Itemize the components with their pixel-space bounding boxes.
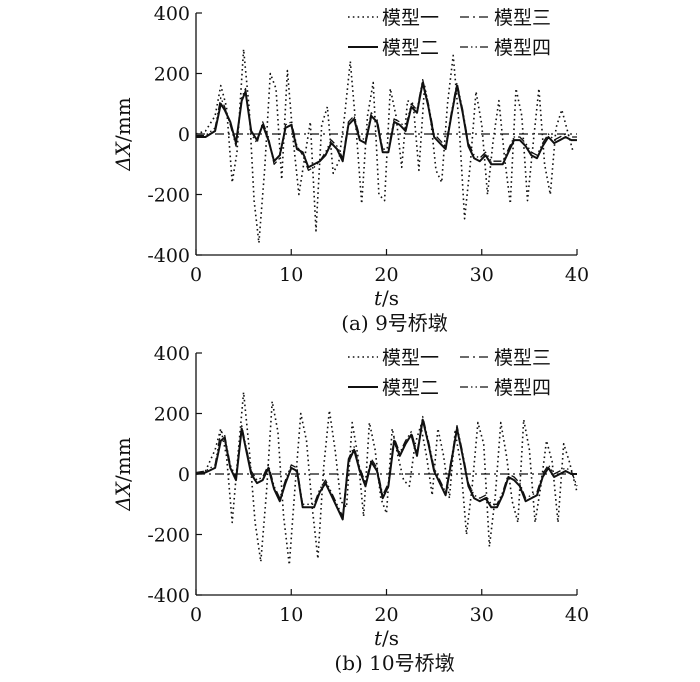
panel-caption: (a) 9号桥墩 <box>341 311 448 335</box>
y-tick-label: 400 <box>154 3 190 25</box>
y-axis-unit: /mm <box>111 97 135 142</box>
y-axis-unit: /mm <box>111 437 135 482</box>
x-axis-var: t <box>374 626 383 650</box>
legend-label-2: 模型二 <box>382 37 439 59</box>
series-line-2 <box>196 81 577 169</box>
chart-panel-a: -400 -200 0 200 400 0 10 20 30 40 t/s ΔX/mm (a) 9号桥墩… <box>111 3 589 335</box>
x-tick-label: 20 <box>374 604 398 626</box>
series-line-1 <box>195 48 574 244</box>
series-line-1 <box>195 391 578 566</box>
x-tick-label: 10 <box>279 264 303 286</box>
y-tick-label: 0 <box>178 124 190 146</box>
series-line-4 <box>196 78 577 171</box>
legend-label-4: 模型四 <box>494 377 551 399</box>
chart-panel-b: -400 -200 0 200 400 0 10 20 30 40 t/s ΔX/mm (b) 10号桥… <box>111 343 589 675</box>
x-axis-label: t/s <box>374 286 399 310</box>
legend-label-1: 模型一 <box>382 7 439 29</box>
legend-label-3: 模型三 <box>494 347 551 369</box>
y-tick-label: 200 <box>154 64 190 86</box>
x-tick-label: 20 <box>374 264 398 286</box>
y-tick-label: 400 <box>154 343 190 365</box>
y-axis-label: ΔX/mm <box>111 97 135 171</box>
x-tick-label: 30 <box>470 604 494 626</box>
y-axis-var: ΔX <box>111 481 135 511</box>
y-tick-label: -400 <box>147 245 190 267</box>
x-axis-unit: /s <box>382 286 399 310</box>
x-tick-label: 40 <box>565 604 589 626</box>
x-axis-var: t <box>374 286 383 310</box>
series-line-4 <box>195 415 578 518</box>
x-axis-unit: /s <box>382 626 399 650</box>
x-tick-label: 0 <box>190 264 202 286</box>
panel-caption: (b) 10号桥墩 <box>334 651 454 675</box>
legend-label-3: 模型三 <box>494 7 551 29</box>
x-tick-label: 0 <box>190 604 202 626</box>
legend-label-4: 模型四 <box>494 37 551 59</box>
series-line-2 <box>195 418 577 521</box>
x-tick-label: 10 <box>279 604 303 626</box>
y-tick-label: -400 <box>147 585 190 607</box>
y-axis-label: ΔX/mm <box>111 437 135 511</box>
y-axis-var: ΔX <box>111 141 135 171</box>
legend-label-2: 模型二 <box>382 377 439 399</box>
y-tick-label: -200 <box>147 525 190 547</box>
y-tick-label: -200 <box>147 185 190 207</box>
x-tick-label: 40 <box>565 264 589 286</box>
legend-label-1: 模型一 <box>382 347 439 369</box>
y-tick-label: 0 <box>178 464 190 486</box>
x-axis-label: t/s <box>374 626 399 650</box>
y-tick-label: 200 <box>154 404 190 426</box>
x-tick-label: 30 <box>470 264 494 286</box>
